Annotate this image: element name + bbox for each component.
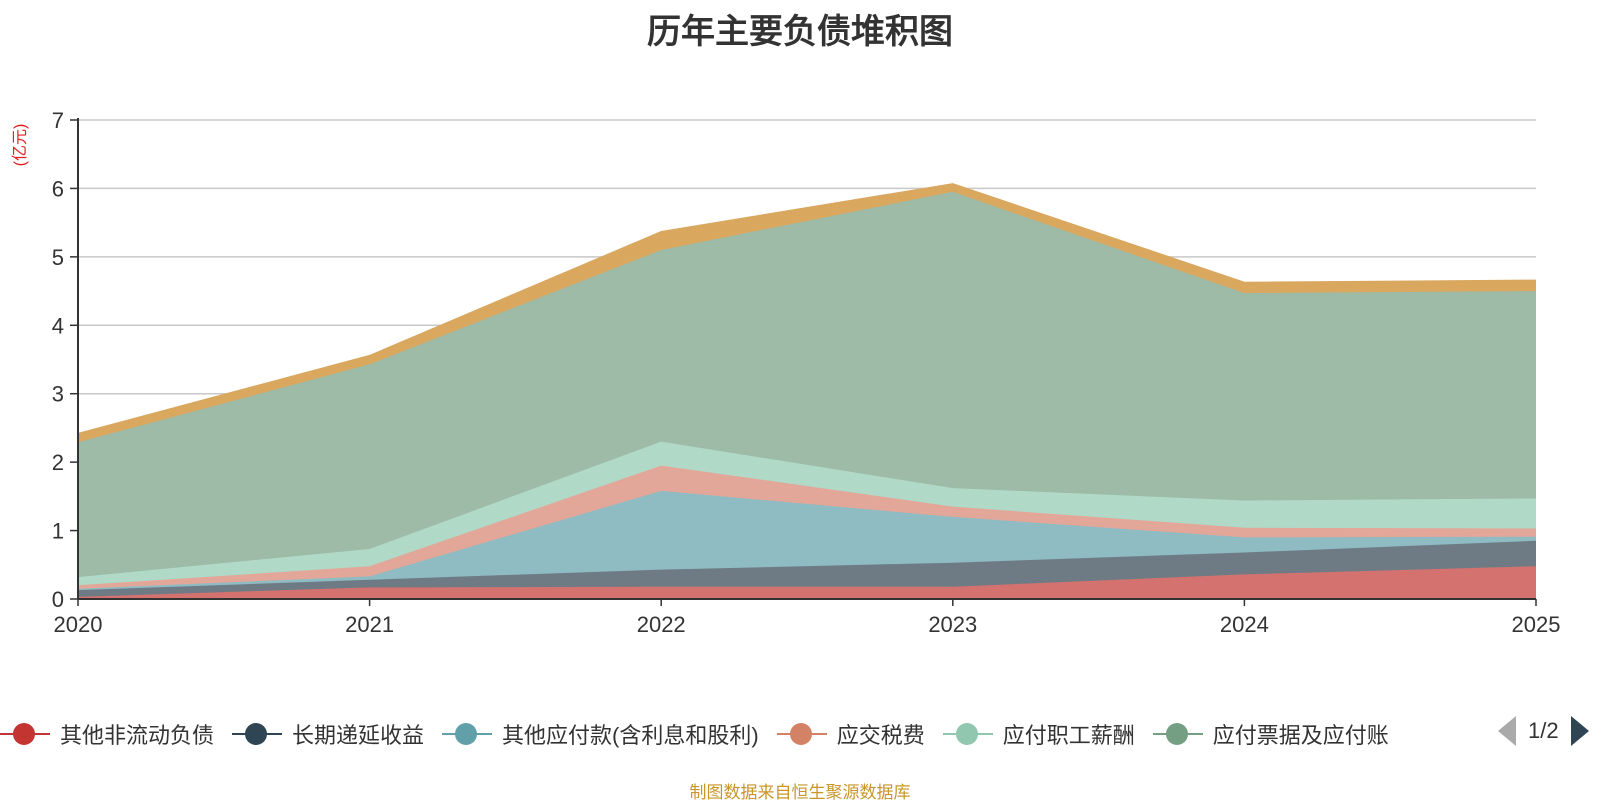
legend-prev-page-icon[interactable] — [1498, 716, 1516, 746]
legend-item-5[interactable]: 应付票据及应付账 — [1152, 718, 1389, 750]
legend-marker-icon — [442, 722, 493, 746]
area-series-4 — [78, 441, 1536, 586]
legend-page-indicator: 1/2 — [1528, 718, 1559, 743]
area-series-5 — [78, 191, 1536, 578]
y-tick-label: 6 — [52, 176, 64, 201]
x-tick-label: 2023 — [928, 612, 977, 637]
legend-marker-icon — [776, 722, 827, 746]
x-tick-label: 2020 — [54, 612, 103, 637]
legend-label: 其他非流动负债 — [60, 723, 215, 748]
legend-marker-icon — [0, 722, 50, 746]
chart-title: 历年主要负债堆积图 — [647, 13, 953, 51]
source-note: 制图数据来自恒生聚源数据库 — [689, 783, 911, 802]
legend-item-0[interactable]: 其他非流动负债 — [0, 718, 214, 750]
legend-item-3[interactable]: 应交税费 — [776, 718, 925, 750]
x-tick-label: 2021 — [345, 612, 394, 637]
legend: 其他非流动负债 长期递延收益 其他应付款(含利息和股利) 应交税费 应付职工薪酬 应付票据… — [0, 714, 1600, 754]
legend-marker-icon — [1152, 722, 1203, 746]
area-series-3 — [78, 465, 1536, 589]
y-tick-label: 0 — [52, 587, 64, 612]
legend-item-1[interactable]: 长期递延收益 — [232, 718, 424, 750]
legend-label: 应付票据及应付账 — [1212, 723, 1389, 748]
x-tick-label: 2022 — [637, 612, 686, 637]
x-tick-label: 2025 — [1512, 612, 1561, 637]
legend-label: 其他应付款(含利息和股利) — [502, 723, 759, 748]
area-series-line-6 — [77, 183, 1537, 434]
area-series-2 — [78, 490, 1536, 591]
area-series-1 — [78, 540, 1536, 597]
legend-marker-icon — [232, 722, 283, 746]
legend-label: 长期递延收益 — [292, 723, 425, 748]
legend-item-2[interactable]: 其他应付款(含利息和股利) — [442, 718, 759, 750]
y-tick-label: 5 — [52, 245, 64, 270]
y-tick-label: 3 — [52, 382, 64, 407]
y-tick-label: 7 — [52, 108, 64, 133]
legend-marker-icon — [942, 722, 993, 746]
legend-next-page-icon[interactable] — [1570, 716, 1589, 746]
legend-label: 应交税费 — [836, 723, 925, 748]
y-tick-label: 1 — [52, 519, 64, 544]
legend-item-4[interactable]: 应付职工薪酬 — [942, 718, 1135, 750]
area-series-0 — [78, 566, 1536, 599]
y-tick-label: 4 — [52, 313, 64, 338]
legend-pager: 1/2 — [1498, 716, 1589, 746]
legend-label: 应付职工薪酬 — [1002, 723, 1135, 748]
x-tick-label: 2024 — [1220, 612, 1269, 637]
y-tick-label: 2 — [52, 450, 64, 475]
